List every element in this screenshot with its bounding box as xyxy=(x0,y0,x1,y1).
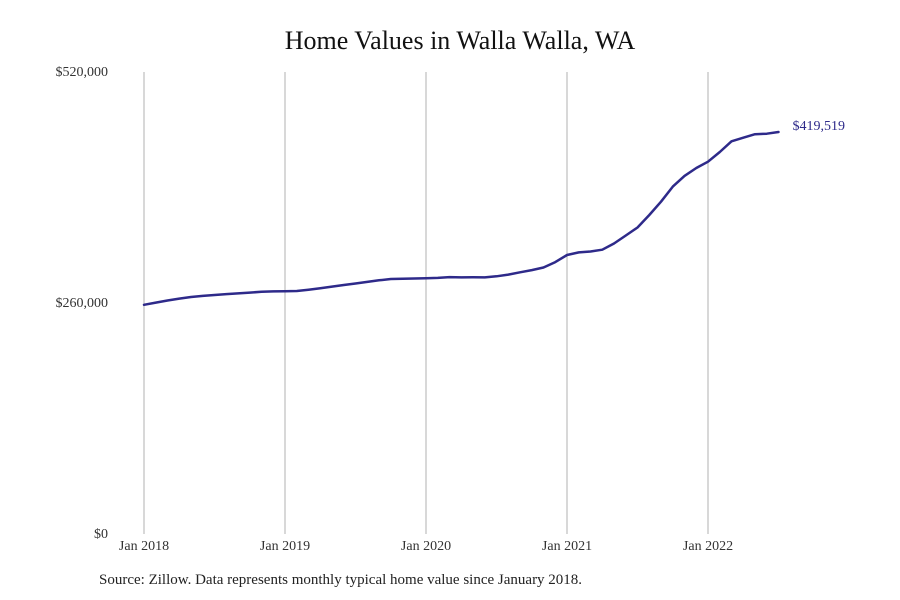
x-tick-label-2: Jan 2020 xyxy=(401,539,451,554)
y-axis: $0 $260,000 $520,000 xyxy=(56,65,109,542)
y-tick-label-0: $0 xyxy=(94,527,108,542)
source-note: Source: Zillow. Data represents monthly … xyxy=(99,572,583,588)
y-tick-label-2: $520,000 xyxy=(56,65,109,80)
end-value-label: $419,519 xyxy=(793,119,846,134)
x-tick-label-1: Jan 2019 xyxy=(260,539,310,554)
x-tick-label-4: Jan 2022 xyxy=(683,539,733,554)
x-axis: Jan 2018 Jan 2019 Jan 2020 Jan 2021 Jan 2022 xyxy=(119,539,733,554)
series-line-0 xyxy=(142,130,780,307)
grid-lines xyxy=(143,72,709,534)
x-tick-label-3: Jan 2021 xyxy=(542,539,592,554)
series-layer xyxy=(142,130,780,307)
y-tick-label-1: $260,000 xyxy=(56,296,109,311)
data-labels: $419,519 xyxy=(793,119,846,134)
chart-title: Home Values in Walla Walla, WA xyxy=(284,26,636,55)
x-tick-label-0: Jan 2018 xyxy=(119,539,169,554)
